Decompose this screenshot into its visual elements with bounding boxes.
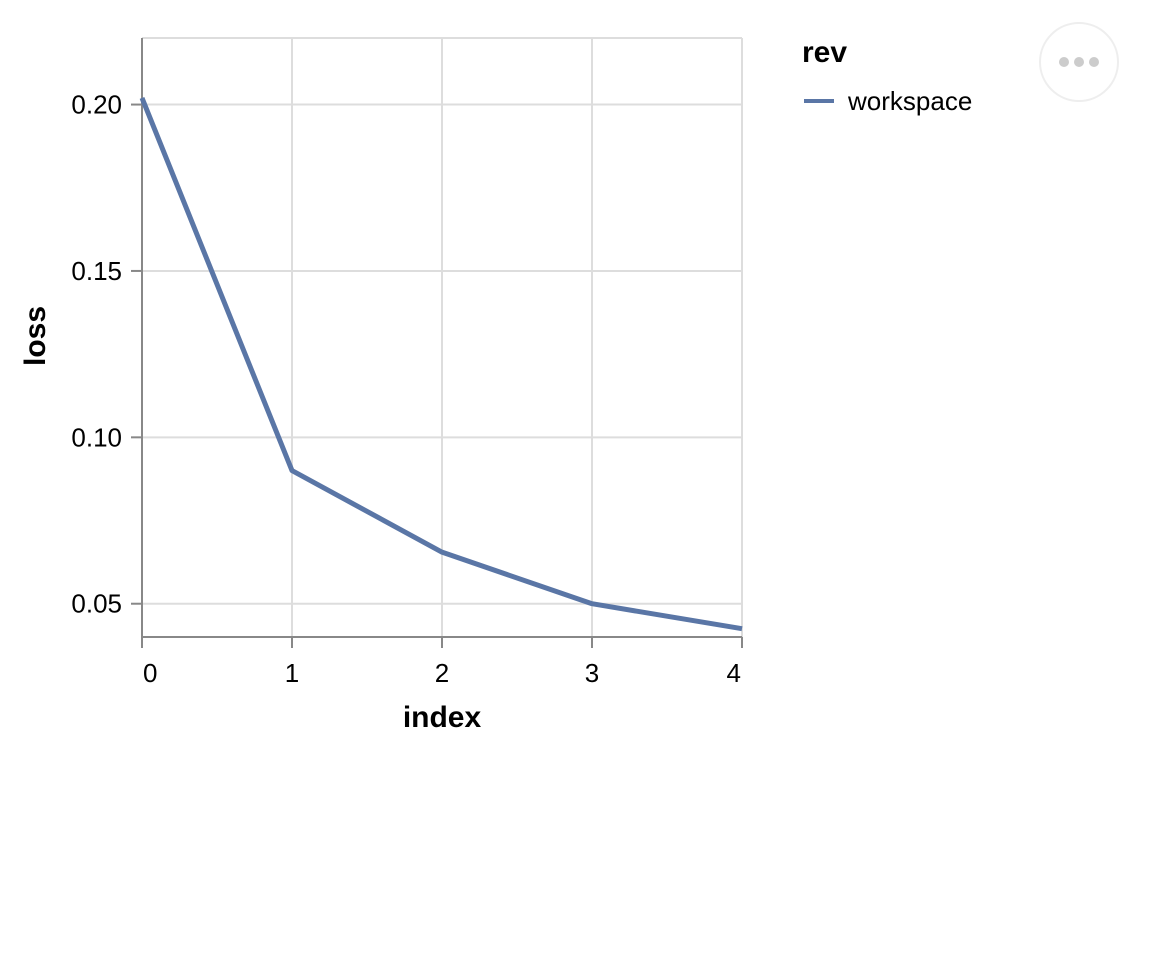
x-tick-label-4: 4 [727,658,741,688]
y-tick-label-0.20: 0.20 [71,90,122,120]
x-axis-title: index [403,701,482,734]
tick-labels: 0 1 2 3 4 0.05 0.10 0.15 0.20 [71,90,741,688]
x-tick-label-3: 3 [585,658,599,688]
legend-title: rev [802,36,847,69]
legend-label-workspace: workspace [847,86,972,116]
y-tick-label-0.10: 0.10 [71,422,122,452]
axes [131,38,743,648]
series-line-workspace [139,96,743,632]
y-axis-title: loss [19,306,52,366]
more-horizontal-icon [1059,57,1099,67]
x-tick-label-2: 2 [435,658,449,688]
grid-lines [142,37,743,637]
actions-menu-button[interactable] [1039,22,1119,102]
legend: rev workspace [802,36,972,116]
y-tick-label-0.15: 0.15 [71,256,122,286]
series-layer [139,96,743,632]
y-tick-label-0.05: 0.05 [71,589,122,619]
x-tick-label-1: 1 [285,658,299,688]
x-tick-label-0: 0 [143,658,157,688]
